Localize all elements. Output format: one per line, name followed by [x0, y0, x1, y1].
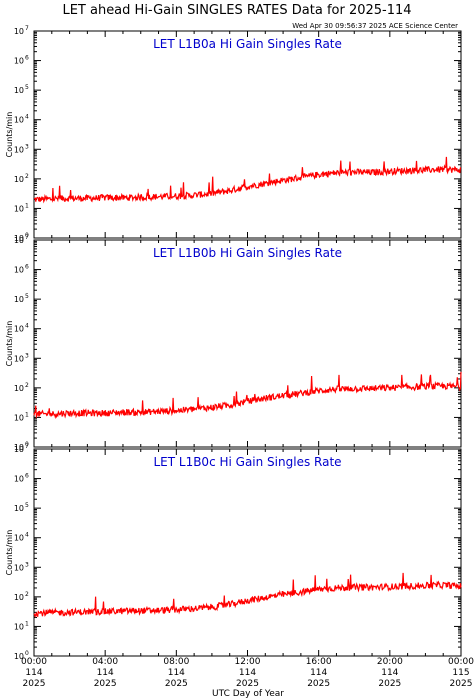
x-tick-time: 16:00: [306, 657, 332, 667]
panel-frame: [33, 448, 462, 657]
panel-title: LET L1B0c Hi Gain Singles Rate: [153, 455, 341, 469]
x-tick-day: 114: [239, 668, 256, 678]
y-tick-exponent: 1: [25, 620, 29, 627]
y-tick-label: 10: [14, 145, 24, 154]
x-tick-day: 114: [168, 668, 185, 678]
y-tick-label: 10: [14, 266, 24, 275]
panel-title: LET L1B0a Hi Gain Singles Rate: [153, 37, 342, 51]
y-tick-exponent: 7: [25, 25, 29, 32]
figure-timestamp: Wed Apr 30 09:56:37 2025 ACE Science Cen…: [292, 22, 458, 30]
x-tick-time: 20:00: [377, 657, 403, 667]
y-tick-label: 10: [14, 593, 24, 602]
x-tick-time: 00:00: [448, 657, 474, 667]
y-tick-exponent: 4: [25, 323, 29, 330]
y-tick-label: 10: [14, 622, 24, 631]
x-tick-day: 114: [381, 668, 398, 678]
x-tick-year: 2025: [94, 679, 117, 689]
y-tick-exponent: 2: [25, 382, 29, 389]
y-tick-label: 10: [14, 443, 24, 452]
y-tick-label: 10: [14, 325, 24, 334]
y-tick-exponent: 5: [25, 293, 29, 300]
x-tick-year: 2025: [165, 679, 188, 689]
y-tick-exponent: 2: [25, 173, 29, 180]
y-tick-label: 10: [14, 175, 24, 184]
y-axis-label: Counts/min: [5, 321, 14, 367]
y-tick-exponent: 3: [25, 143, 29, 150]
y-tick-label: 10: [14, 57, 24, 66]
y-tick-label: 10: [14, 295, 24, 304]
y-tick-exponent: 4: [25, 532, 29, 539]
y-axis-label: Counts/min: [5, 530, 14, 576]
x-tick-day: 115: [452, 668, 469, 678]
x-tick-time: 04:00: [92, 657, 118, 667]
y-tick-label: 10: [14, 534, 24, 543]
y-tick-label: 10: [14, 234, 24, 243]
y-tick-label: 10: [14, 86, 24, 95]
y-tick-label: 10: [14, 27, 24, 36]
y-tick-label: 10: [14, 445, 24, 454]
y-tick-label: 10: [14, 236, 24, 245]
y-tick-label: 10: [14, 475, 24, 484]
x-tick-day: 114: [310, 668, 327, 678]
series-line: [33, 156, 462, 204]
y-tick-label: 10: [14, 204, 24, 213]
x-tick-year: 2025: [378, 679, 401, 689]
y-tick-exponent: 1: [25, 202, 29, 209]
y-tick-label: 10: [14, 504, 24, 513]
series-line: [33, 371, 462, 420]
y-tick-exponent: 0: [25, 441, 29, 448]
x-tick-day: 114: [25, 668, 42, 678]
y-tick-exponent: 6: [25, 264, 29, 271]
x-tick-day: 114: [97, 668, 114, 678]
panel-title: LET L1B0b Hi Gain Singles Rate: [153, 246, 342, 260]
x-tick-time: 12:00: [235, 657, 261, 667]
x-tick-year: 2025: [236, 679, 259, 689]
x-tick-year: 2025: [307, 679, 330, 689]
y-tick-exponent: 7: [25, 443, 29, 450]
panel-frame: [33, 30, 462, 239]
y-tick-exponent: 7: [25, 234, 29, 241]
y-tick-exponent: 5: [25, 502, 29, 509]
figure-title: LET ahead Hi-Gain SINGLES RATES Data for…: [62, 3, 411, 18]
y-tick-exponent: 3: [25, 561, 29, 568]
x-tick-time: 08:00: [163, 657, 189, 667]
y-tick-label: 10: [14, 652, 24, 661]
x-axis: 00:00114202504:00114202508:00114202512:0…: [21, 657, 474, 689]
y-tick-label: 10: [14, 354, 24, 363]
y-tick-label: 10: [14, 563, 24, 572]
y-tick-exponent: 5: [25, 84, 29, 91]
y-tick-exponent: 6: [25, 473, 29, 480]
y-tick-exponent: 0: [25, 650, 29, 657]
y-tick-exponent: 3: [25, 352, 29, 359]
x-tick-year: 2025: [450, 679, 473, 689]
y-tick-exponent: 1: [25, 411, 29, 418]
y-tick-exponent: 0: [25, 232, 29, 239]
y-tick-exponent: 6: [25, 55, 29, 62]
y-tick-label: 10: [14, 116, 24, 125]
y-tick-exponent: 2: [25, 591, 29, 598]
panel-frame: [33, 239, 462, 448]
y-tick-label: 10: [14, 384, 24, 393]
y-axis-label: Counts/min: [5, 112, 14, 158]
x-tick-year: 2025: [23, 679, 46, 689]
y-tick-exponent: 4: [25, 114, 29, 121]
y-tick-label: 10: [14, 413, 24, 422]
x-tick-time: 00:00: [21, 657, 47, 667]
x-axis-label: UTC Day of Year: [212, 689, 284, 699]
series-line: [33, 572, 462, 619]
